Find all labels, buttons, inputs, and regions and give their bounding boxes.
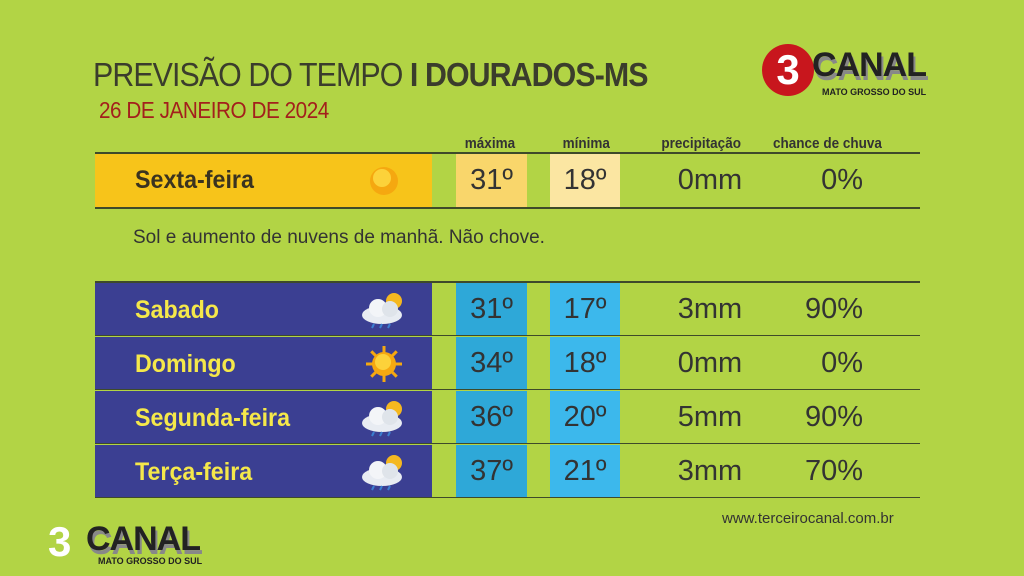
rain-chance: 0%	[821, 347, 863, 379]
rain-chance: 90%	[804, 401, 863, 433]
cloud-sun-rain-icon	[362, 455, 402, 491]
website-link[interactable]: www.terceirocanal.com.br	[722, 510, 894, 527]
forecast-row: Domingo 34º 18º 0mm 0%	[95, 337, 920, 390]
col-precip-header: precipitação	[661, 135, 741, 152]
forecast-row: Segunda-feira 36º 20º 5mm 90%	[95, 391, 920, 444]
min-temp: 21º	[550, 445, 620, 498]
day-label: Sabado	[135, 296, 219, 324]
divider	[95, 497, 920, 498]
rain-chance: 70%	[804, 455, 863, 487]
divider	[95, 335, 920, 336]
col-chance-header: chance de chuva	[773, 135, 882, 152]
min-temp: 18º	[550, 337, 620, 390]
page-title: PREVISÃO DO TEMPO I DOURADOS-MS	[93, 56, 649, 93]
max-temp: 37º	[456, 445, 527, 498]
rain-chance: 90%	[804, 293, 863, 325]
divider	[95, 443, 920, 444]
day-label: Segunda-feira	[135, 404, 291, 432]
divider	[95, 389, 920, 390]
forecast-date: 26 DE JANEIRO DE 2024	[99, 97, 329, 123]
day-label: Domingo	[135, 350, 236, 378]
cloud-sun-rain-icon	[362, 293, 402, 329]
max-temp: 31º	[456, 283, 527, 336]
precipitation: 3mm	[677, 455, 743, 487]
cloud-sun-rain-icon	[362, 401, 402, 437]
today-row: Sexta-feira 31º 18º 0mm 0%	[95, 154, 920, 207]
sun-icon	[366, 346, 402, 382]
col-max-header: máxima	[464, 135, 516, 152]
forecast-row: Terça-feira 37º 21º 3mm 70%	[95, 445, 920, 498]
divider	[95, 207, 920, 209]
max-temp: 36º	[456, 391, 527, 444]
logo-top: 3 CANAL MATO GROSSO DO SUL	[762, 44, 947, 100]
sun-icon	[370, 167, 398, 195]
min-temp: 20º	[550, 391, 620, 444]
precipitation: 5mm	[677, 401, 743, 433]
today-description: Sol e aumento de nuvens de manhã. Não ch…	[133, 227, 545, 248]
divider	[95, 152, 920, 154]
precipitation: 0mm	[677, 347, 743, 379]
max-temp: 34º	[456, 337, 527, 390]
day-label: Terça-feira	[135, 458, 253, 486]
precipitation: 3mm	[677, 293, 743, 325]
min-temp: 17º	[550, 283, 620, 336]
divider	[95, 281, 920, 283]
forecast-row: Sabado 31º 17º 3mm 90%	[95, 283, 920, 336]
logo-bottom: 3 CANAL MATO GROSSO DO SUL	[48, 518, 203, 566]
col-min-header: mínima	[562, 135, 610, 152]
